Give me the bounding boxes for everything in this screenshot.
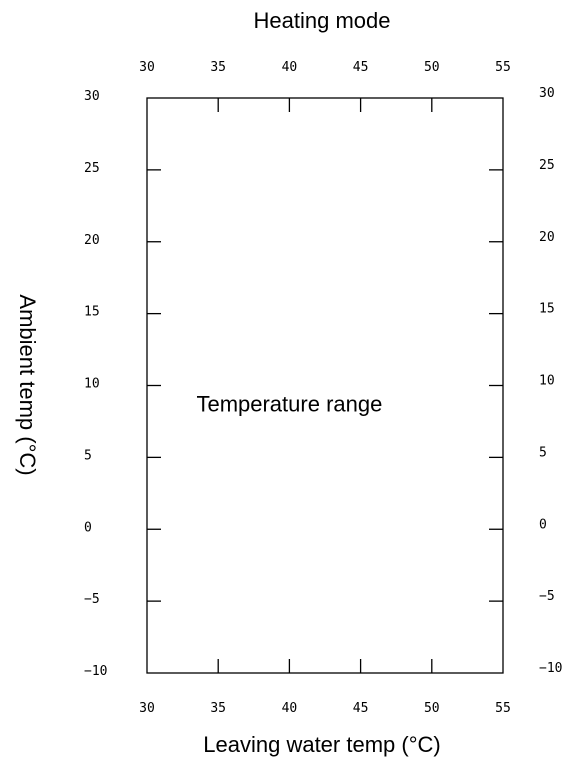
- y-tick-label-right: 30: [539, 86, 555, 101]
- y-tick-label-left: 25: [84, 161, 100, 176]
- y-tick-label-left: 30: [84, 89, 100, 104]
- x-axis-label: Leaving water temp (°C): [203, 732, 440, 757]
- x-tick-label-bottom: 55: [495, 701, 511, 716]
- x-tick-label-top: 35: [210, 60, 226, 75]
- y-tick-label-left: 20: [84, 233, 100, 248]
- x-tick-label-top: 50: [424, 60, 440, 75]
- x-tick-label-bottom: 50: [424, 701, 440, 716]
- y-tick-label-right: 15: [539, 302, 555, 317]
- plot-frame: [146, 97, 504, 674]
- y-tick-label-right: 25: [539, 158, 555, 173]
- x-tick-label-bottom: 45: [353, 701, 369, 716]
- x-tick-label-top: 55: [495, 60, 511, 75]
- tick-marks: [147, 98, 503, 673]
- y-tick-label-right: 0: [539, 517, 547, 532]
- y-tick-label-left: 0: [84, 520, 92, 535]
- x-tick-label-top: 30: [139, 60, 155, 75]
- y-tick-label-left: −5: [84, 592, 100, 607]
- annotation-label: Temperature range: [196, 391, 382, 416]
- y-tick-label-right: 5: [539, 445, 547, 460]
- y-tick-label-left: 5: [84, 448, 92, 463]
- x-tick-label-top: 45: [353, 60, 369, 75]
- y-tick-label-right: −5: [539, 589, 555, 604]
- y-tick-label-right: 20: [539, 230, 555, 245]
- x-tick-label-bottom: 40: [282, 701, 298, 716]
- y-tick-label-left: 10: [84, 377, 100, 392]
- y-tick-label-left: 15: [84, 305, 100, 320]
- x-tick-label-bottom: 30: [139, 701, 155, 716]
- annotations: Temperature range: [196, 391, 382, 416]
- chart-title: Heating mode: [254, 8, 391, 33]
- y-tick-label-right: 10: [539, 374, 555, 389]
- y-axis-label: Ambient temp (°C): [15, 294, 40, 475]
- x-tick-label-top: 40: [282, 60, 298, 75]
- x-tick-label-bottom: 35: [210, 701, 226, 716]
- y-tick-label-left: −10: [84, 664, 107, 679]
- y-tick-label-right: −10: [539, 661, 562, 676]
